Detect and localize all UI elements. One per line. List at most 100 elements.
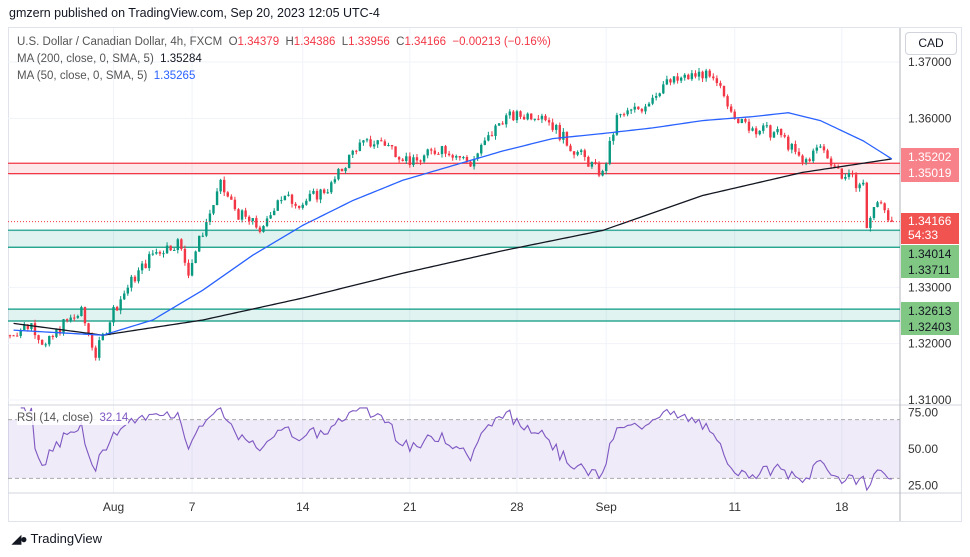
candle-body <box>412 157 415 166</box>
candle-body <box>569 145 572 152</box>
candle-body <box>37 335 40 340</box>
candle-body <box>123 293 126 300</box>
candle-body <box>737 118 740 124</box>
candle-body <box>194 251 197 264</box>
candle-body <box>540 115 544 120</box>
candle-body <box>558 125 561 140</box>
tag-last: 1.34166 <box>908 214 952 228</box>
candle-body <box>779 128 783 136</box>
candle-body <box>501 123 504 125</box>
candle-body <box>519 111 522 117</box>
candle-body <box>804 159 808 163</box>
candle-body <box>651 97 654 104</box>
last-price-tag: 1.34166 54:33 <box>901 213 959 244</box>
candle-body <box>865 182 868 228</box>
candle-body <box>883 203 886 211</box>
low-value: 1.33956 <box>348 36 390 48</box>
ma200-label: MA (200, close, 0, SMA, 5) <box>17 53 154 65</box>
candle-body <box>819 146 822 148</box>
tag-g4: 1.32403 <box>908 320 952 334</box>
legend-ma50[interactable]: MA (50, close, 0, SMA, 5) 1.35265 <box>17 69 195 83</box>
candle-body <box>101 333 105 341</box>
candle-body <box>237 209 240 220</box>
candle-body <box>715 78 719 84</box>
candle-body <box>33 323 37 336</box>
open-value: 1.34379 <box>237 36 280 48</box>
candle-body <box>140 263 144 271</box>
support-tags-1: 1.34014 1.33711 <box>901 245 959 278</box>
candle-body <box>269 215 272 219</box>
time-tick-label: 11 <box>728 500 741 514</box>
candle-body <box>115 306 119 311</box>
candle-body <box>722 85 726 97</box>
price-tick-label: 1.33000 <box>908 280 952 294</box>
candle-body <box>572 151 576 155</box>
candle-body <box>294 203 297 206</box>
legend-rsi[interactable]: RSI (14, close) 32.14 <box>17 411 129 425</box>
close-value: 1.34166 <box>404 36 447 48</box>
candle-body <box>833 165 836 167</box>
rsi-tick-label: 25.00 <box>908 479 938 493</box>
candle-body <box>490 135 494 137</box>
change-value: −0.00213 (−0.16%) <box>452 36 551 48</box>
candle-body <box>297 205 301 208</box>
candle-body <box>547 120 551 123</box>
candle-body <box>148 254 151 269</box>
candle-body <box>580 150 583 152</box>
candle-body <box>497 123 501 126</box>
candle-body <box>551 122 554 130</box>
candle-body <box>847 173 851 177</box>
candle-body <box>62 319 65 334</box>
candle-body <box>676 76 679 81</box>
candle-body <box>337 168 340 180</box>
candle-body <box>508 111 511 116</box>
candle-body <box>544 115 547 121</box>
candle-body <box>48 335 51 345</box>
candle-body <box>165 245 169 254</box>
candle-body <box>687 74 690 80</box>
candle-body <box>633 106 636 110</box>
tag-g1: 1.34014 <box>908 247 952 261</box>
candle-body <box>326 192 329 194</box>
candle-body <box>226 192 229 197</box>
price-tick-label: 1.36000 <box>908 111 952 125</box>
candle-body <box>437 153 440 155</box>
candle-body <box>180 239 183 249</box>
time-tick-label: 18 <box>835 500 849 514</box>
tradingview-logo[interactable]: ◢● TradingView <box>12 531 102 546</box>
candle-body <box>794 143 797 152</box>
candle-body <box>480 144 483 154</box>
candle-body <box>408 156 412 166</box>
candle-body <box>612 134 615 141</box>
candle-body <box>851 173 854 175</box>
candle-body <box>690 73 694 80</box>
candle-body <box>330 182 333 193</box>
candle-body <box>512 111 515 121</box>
candle-body <box>608 140 611 164</box>
candle-body <box>712 76 715 79</box>
candle-body <box>251 218 254 221</box>
legend-ma200[interactable]: MA (200, close, 0, SMA, 5) 1.35284 <box>17 52 202 66</box>
candle-body <box>365 139 369 141</box>
candle-body <box>340 168 344 172</box>
candle-body <box>55 329 58 337</box>
candle-body <box>430 149 433 151</box>
candle-body <box>219 179 222 192</box>
candle-body <box>640 109 644 112</box>
candle-body <box>369 139 372 147</box>
candle-body <box>815 147 819 151</box>
candle-body <box>119 299 122 311</box>
rsi-band <box>8 419 900 479</box>
candle-body <box>94 347 97 358</box>
candle-body <box>590 162 594 167</box>
sr-zone <box>8 163 900 174</box>
candle-body <box>23 325 26 331</box>
candle-body <box>455 156 458 158</box>
candle-body <box>704 70 708 79</box>
candle-body <box>383 141 387 146</box>
candle-body <box>447 153 451 156</box>
candle-body <box>465 157 469 162</box>
candle-body <box>669 79 672 83</box>
currency-button[interactable]: CAD <box>905 32 957 55</box>
